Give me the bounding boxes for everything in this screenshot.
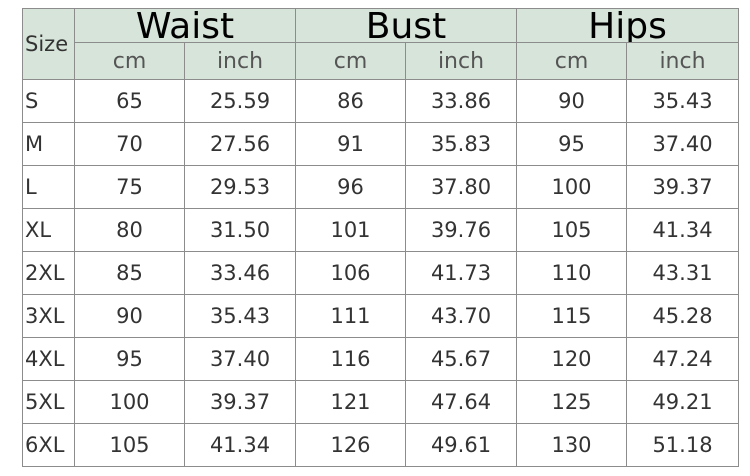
value-cell: 75 [74,165,185,209]
size-cell: S [22,79,75,123]
value-cell: 39.37 [626,165,739,209]
value-cell: 70 [74,122,185,166]
value-cell: 90 [516,79,627,123]
value-cell: 51.18 [626,423,739,467]
value-cell: 41.34 [184,423,296,467]
unit-header: inch [184,42,296,80]
value-cell: 35.83 [405,122,517,166]
value-cell: 41.73 [405,251,517,295]
value-cell: 130 [516,423,627,467]
value-cell: 95 [516,122,627,166]
value-cell: 37.80 [405,165,517,209]
value-cell: 43.31 [626,251,739,295]
value-cell: 90 [74,294,185,338]
unit-header: cm [295,42,406,80]
value-cell: 105 [516,208,627,252]
value-cell: 120 [516,337,627,381]
size-cell: 4XL [22,337,75,381]
value-cell: 35.43 [184,294,296,338]
value-cell: 49.21 [626,380,739,424]
value-cell: 35.43 [626,79,739,123]
value-cell: 37.40 [184,337,296,381]
value-cell: 86 [295,79,406,123]
value-cell: 116 [295,337,406,381]
value-cell: 111 [295,294,406,338]
value-cell: 49.61 [405,423,517,467]
value-cell: 80 [74,208,185,252]
value-cell: 110 [516,251,627,295]
size-cell: 5XL [22,380,75,424]
value-cell: 105 [74,423,185,467]
value-cell: 96 [295,165,406,209]
value-cell: 45.28 [626,294,739,338]
size-cell: XL [22,208,75,252]
value-cell: 27.56 [184,122,296,166]
value-cell: 47.64 [405,380,517,424]
value-cell: 100 [74,380,185,424]
value-cell: 121 [295,380,406,424]
value-cell: 85 [74,251,185,295]
value-cell: 100 [516,165,627,209]
value-cell: 33.86 [405,79,517,123]
value-cell: 101 [295,208,406,252]
unit-header: cm [516,42,627,80]
value-cell: 45.67 [405,337,517,381]
unit-header: inch [626,42,739,80]
value-cell: 43.70 [405,294,517,338]
value-cell: 125 [516,380,627,424]
value-cell: 41.34 [626,208,739,252]
value-cell: 37.40 [626,122,739,166]
value-cell: 95 [74,337,185,381]
value-cell: 47.24 [626,337,739,381]
size-header: Size [22,8,75,80]
size-cell: 6XL [22,423,75,467]
size-cell: L [22,165,75,209]
group-header: Hips [516,8,739,45]
size-cell: 2XL [22,251,75,295]
unit-header: inch [405,42,517,80]
value-cell: 65 [74,79,185,123]
group-header: Waist [74,8,296,45]
value-cell: 33.46 [184,251,296,295]
value-cell: 29.53 [184,165,296,209]
value-cell: 91 [295,122,406,166]
size-cell: 3XL [22,294,75,338]
value-cell: 31.50 [184,208,296,252]
value-cell: 39.37 [184,380,296,424]
value-cell: 115 [516,294,627,338]
value-cell: 39.76 [405,208,517,252]
group-header: Bust [295,8,517,45]
size-cell: M [22,122,75,166]
value-cell: 25.59 [184,79,296,123]
value-cell: 106 [295,251,406,295]
unit-header: cm [74,42,185,80]
value-cell: 126 [295,423,406,467]
